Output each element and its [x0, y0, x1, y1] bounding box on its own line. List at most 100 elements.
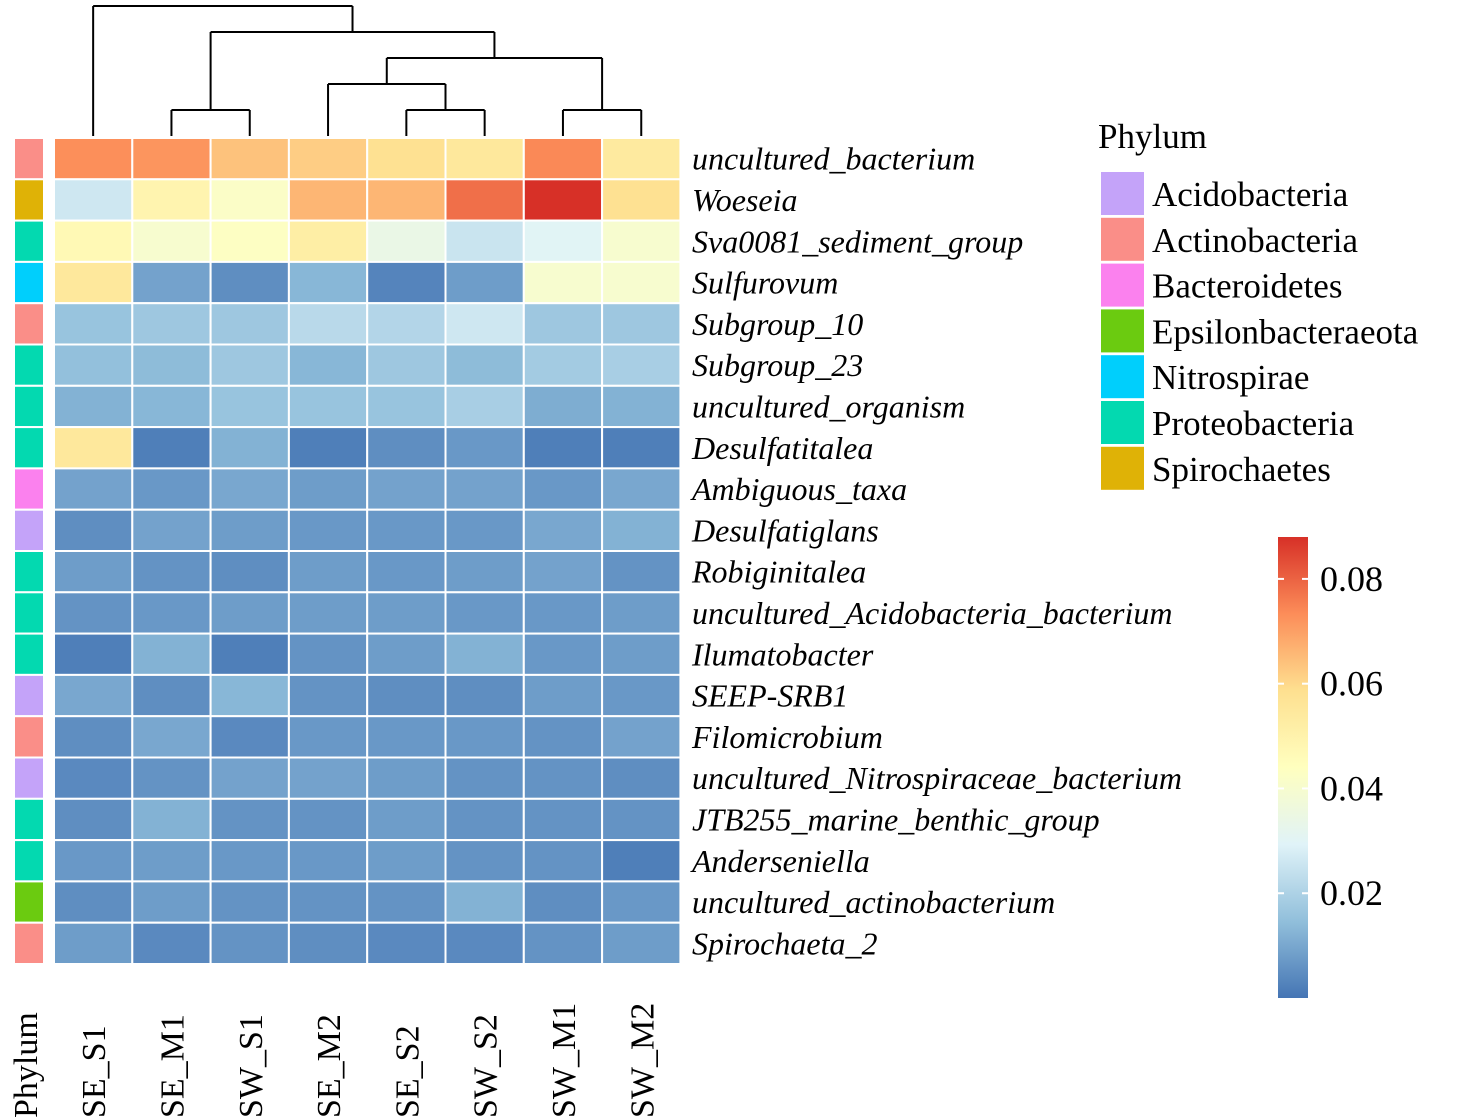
phylum-annotation-cell	[13, 343, 45, 387]
row-label: uncultured_Acidobacteria_bacterium	[692, 595, 1172, 631]
heatmap-cell	[366, 384, 447, 429]
column-label: SE_M2	[311, 1014, 348, 1118]
row-label: JTB255_marine_benthic_group	[692, 801, 1100, 837]
heatmap-cell	[53, 673, 134, 718]
row-label: Ilumatobacter	[691, 636, 874, 672]
heatmap-cell	[522, 839, 604, 883]
legend-label: Actinobacteria	[1152, 221, 1358, 260]
legend-swatch	[1101, 217, 1144, 261]
legend-swatch	[1101, 309, 1144, 353]
heatmap-cell	[444, 673, 525, 718]
heatmap-cell	[522, 715, 604, 759]
heatmap-cell	[131, 260, 212, 305]
heatmap-cell	[522, 384, 604, 429]
heatmap-cell	[287, 632, 369, 676]
heatmap-cell	[287, 839, 369, 883]
phylum-annotation-cell	[13, 219, 45, 263]
heatmap-cell	[444, 715, 525, 759]
row-label: Desulfatiglans	[691, 512, 879, 548]
heatmap-cell	[209, 632, 290, 676]
heatmap-cell	[366, 343, 447, 387]
heatmap-cell	[53, 797, 134, 842]
heatmap-cell	[131, 178, 212, 222]
heatmap-cell	[287, 137, 369, 181]
heatmap-cell	[601, 839, 682, 883]
heatmap-cell	[366, 756, 447, 800]
heatmap-cell	[601, 673, 682, 718]
heatmap-cell	[601, 756, 682, 800]
heatmap-cell	[522, 797, 604, 842]
heatmap-cell	[522, 673, 604, 718]
heatmap-cell	[366, 508, 447, 553]
phylum-annotation-cell	[13, 715, 45, 759]
heatmap-cell	[522, 467, 604, 511]
heatmap-cell	[444, 839, 525, 883]
heatmap-cell	[287, 880, 369, 924]
heatmap-cell	[522, 137, 604, 181]
row-label: Spirochaeta_2	[692, 925, 877, 961]
heatmap-cell	[366, 673, 447, 718]
heatmap-cell	[53, 550, 134, 594]
phylum-annotation-cell	[13, 508, 45, 553]
row-label: SEEP-SRB1	[692, 678, 848, 714]
heatmap-cell	[601, 302, 682, 346]
heatmap-cell	[287, 219, 369, 263]
heatmap-cell	[131, 839, 212, 883]
row-label: Woeseia	[692, 182, 797, 218]
heatmap-cell	[601, 260, 682, 305]
heatmap-cell	[601, 632, 682, 676]
column-label: SE_S2	[389, 1025, 426, 1118]
row-label: uncultured_organism	[692, 388, 965, 424]
heatmap-cell	[287, 384, 369, 429]
heatmap-cell	[131, 756, 212, 800]
heatmap-cell	[209, 178, 290, 222]
heatmap-cell	[287, 426, 369, 470]
heatmap-cell	[444, 343, 525, 387]
heatmap-cell	[209, 508, 290, 553]
colorbar-tick-label: 0.08	[1320, 559, 1383, 599]
heatmap-cell	[209, 591, 290, 635]
heatmap-cell	[287, 302, 369, 346]
phylum-annotation-cell	[13, 839, 45, 883]
heatmap-cell	[601, 880, 682, 924]
legend-label: Nitrospirae	[1152, 358, 1309, 397]
heatmap-cell	[53, 219, 134, 263]
heatmap-cell	[366, 797, 447, 842]
phylum-annotation-cell	[13, 550, 45, 594]
heatmap-cell	[53, 426, 134, 470]
heatmap-cell	[444, 797, 525, 842]
heatmap-cell	[444, 137, 525, 181]
heatmap-cell	[131, 632, 212, 676]
heatmap-cell	[366, 302, 447, 346]
phylum-annotation-cell	[13, 632, 45, 676]
heatmap-cell	[522, 343, 604, 387]
heatmap-cell	[287, 715, 369, 759]
row-label: uncultured_Nitrospiraceae_bacterium	[692, 760, 1182, 796]
heatmap-cell	[366, 839, 447, 883]
heatmap-cell	[366, 260, 447, 305]
column-label: SW_S1	[233, 1014, 270, 1118]
phylum-annotation-cell	[13, 797, 45, 842]
colorbar-tick-label: 0.06	[1320, 664, 1383, 704]
legend-label: Proteobacteria	[1152, 404, 1355, 443]
heatmap-cell	[444, 384, 525, 429]
legend-label: Spirochaetes	[1152, 450, 1331, 489]
heatmap-cell	[444, 880, 525, 924]
heatmap-cell	[601, 797, 682, 842]
heatmap-cell	[287, 343, 369, 387]
heatmap-cell	[366, 921, 447, 966]
row-label: Desulfatitalea	[691, 430, 873, 466]
heatmap-cell	[131, 219, 212, 263]
heatmap-cell	[131, 550, 212, 594]
phylum-annotation-cell	[13, 426, 45, 470]
heatmap-cell	[444, 550, 525, 594]
heatmap-cell	[53, 384, 134, 429]
heatmap-cell	[287, 797, 369, 842]
heatmap-cell	[131, 715, 212, 759]
column-label: SE_S1	[76, 1025, 113, 1118]
heatmap-cell	[131, 921, 212, 966]
heatmap-cell	[209, 260, 290, 305]
heatmap-cell	[131, 426, 212, 470]
heatmap-cell	[522, 756, 604, 800]
row-label: uncultured_bacterium	[692, 141, 975, 177]
